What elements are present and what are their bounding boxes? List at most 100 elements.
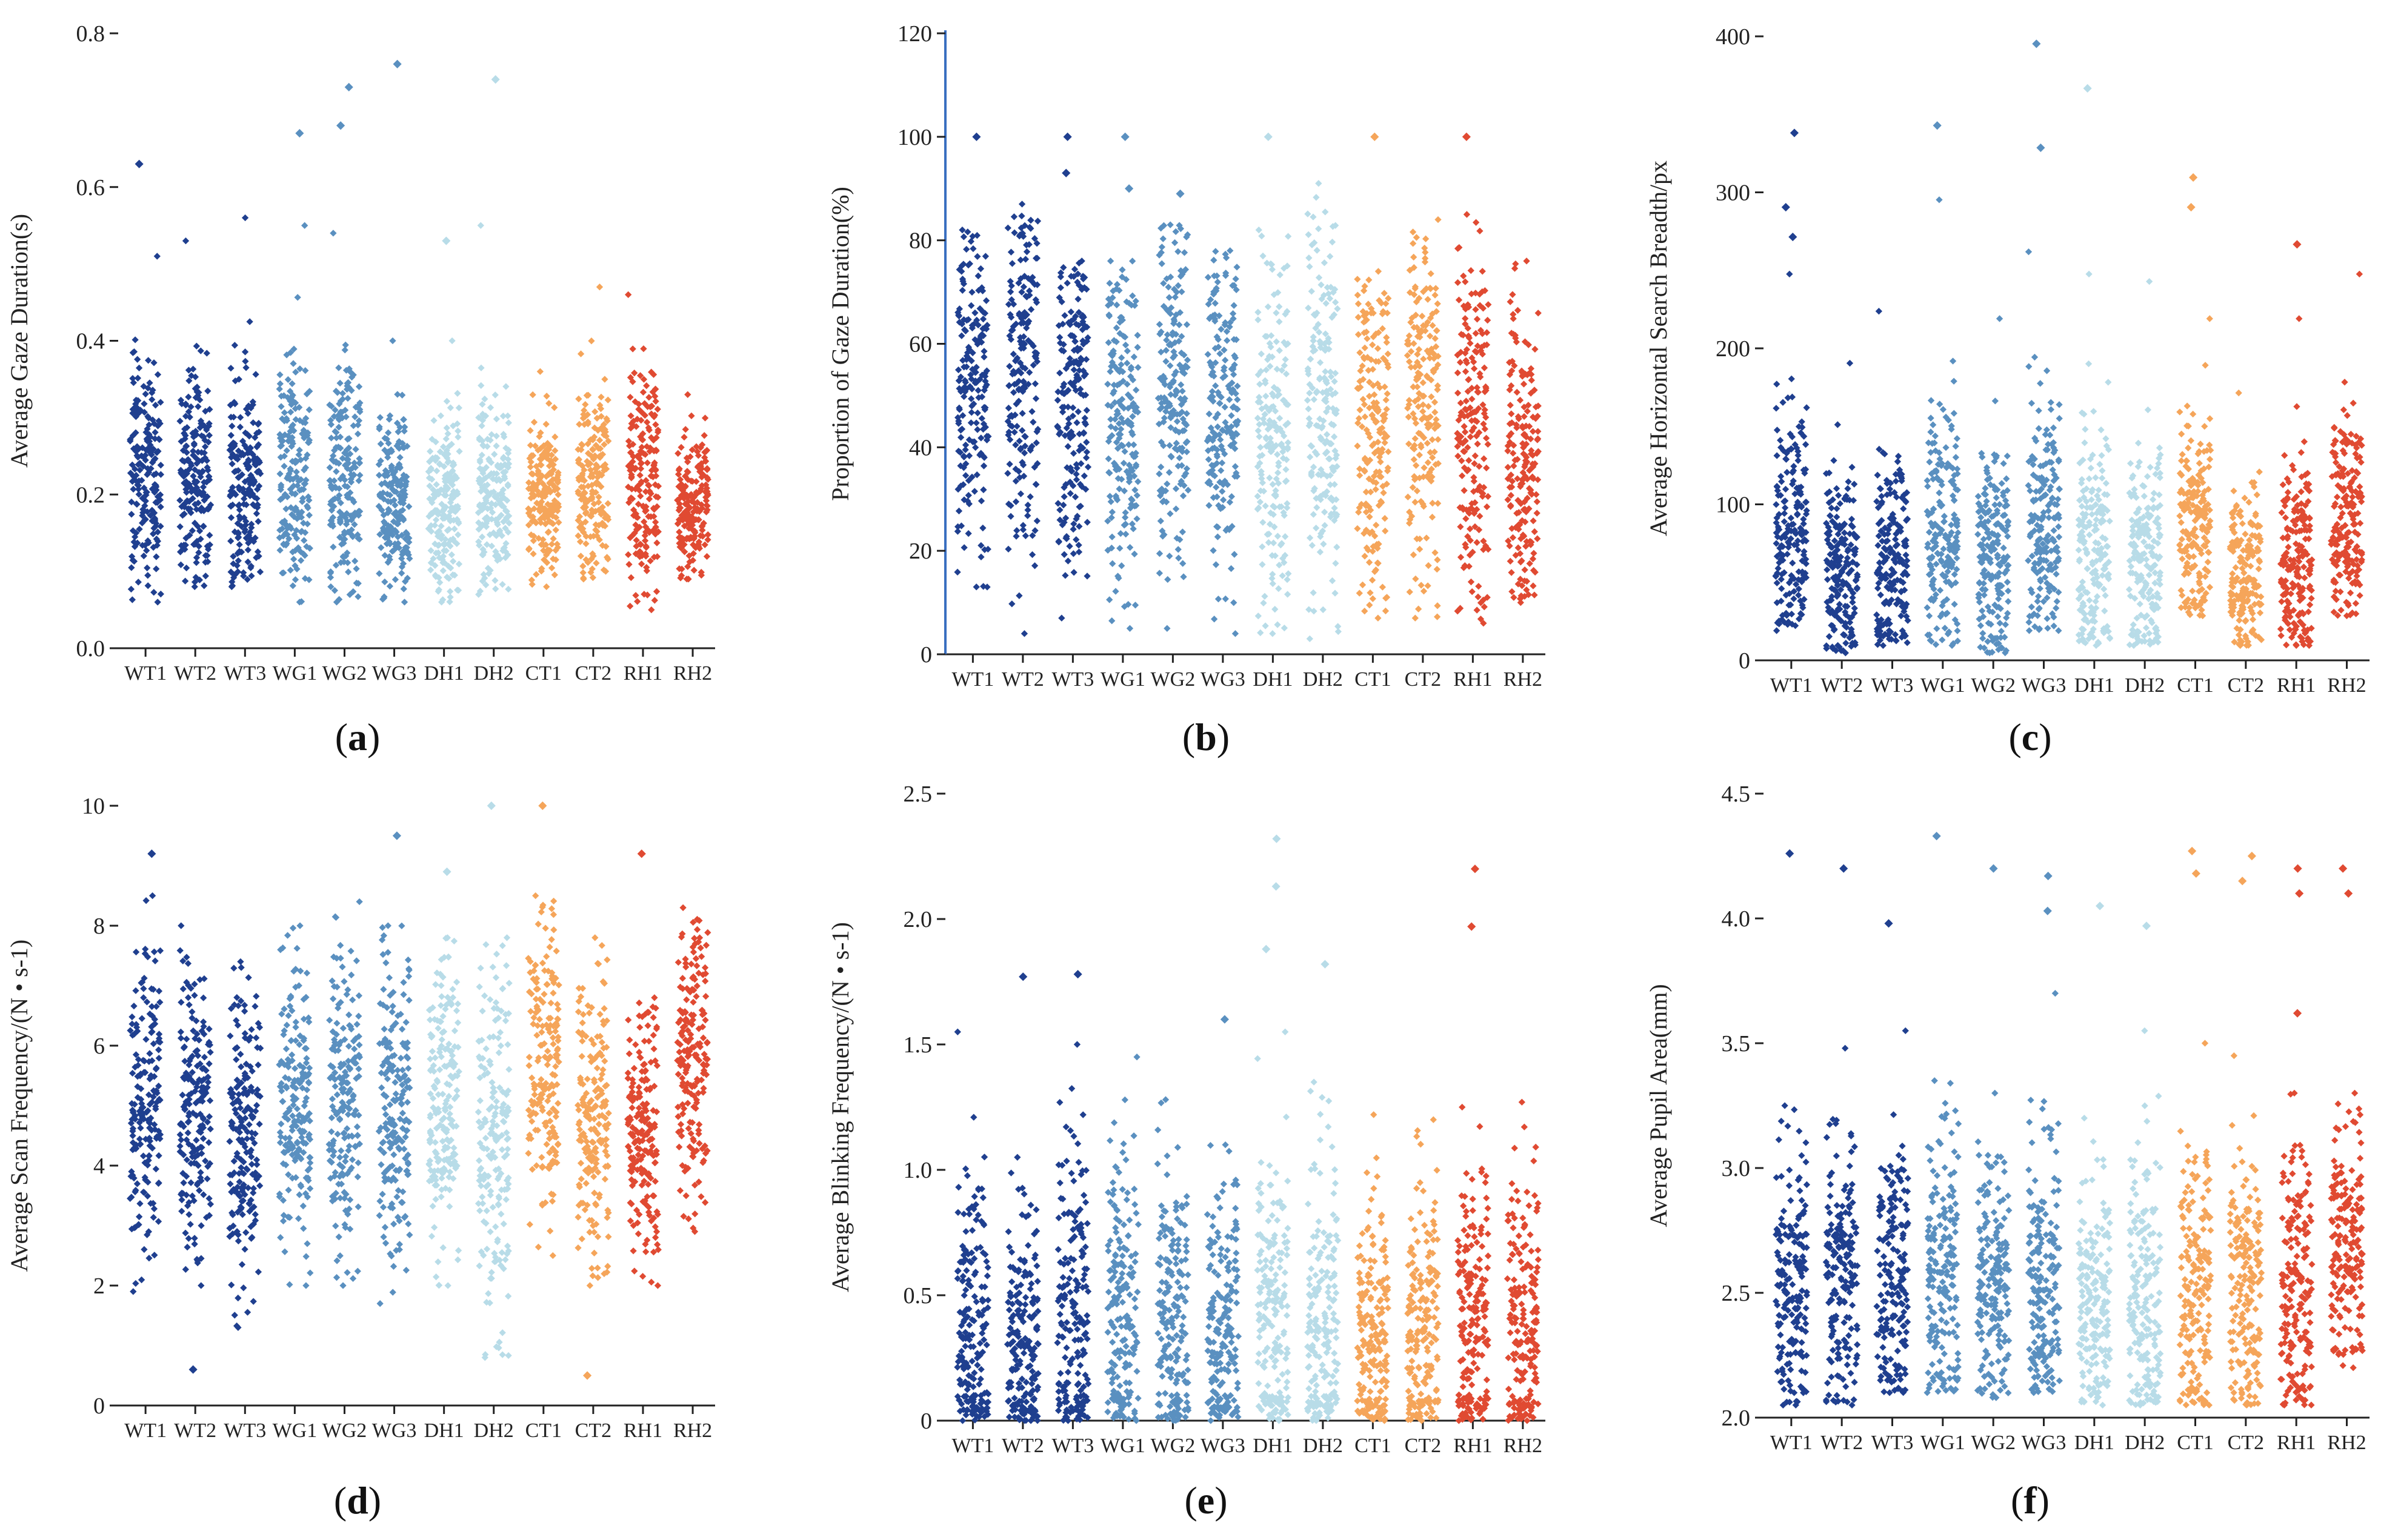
point-WT2: [1830, 457, 1837, 464]
point-DH2: [493, 477, 501, 484]
point-WT1: [971, 336, 979, 344]
point-WG1: [1130, 400, 1137, 407]
point-CT2: [1427, 270, 1434, 277]
point-RH1: [644, 591, 651, 599]
point-RH1: [643, 443, 651, 450]
point-WG3: [393, 479, 401, 486]
point-WG2: [1182, 470, 1190, 477]
point-DH1: [451, 472, 459, 480]
point-RH2: [683, 576, 690, 583]
point-WG2: [350, 471, 358, 479]
point-WT2: [1019, 522, 1027, 529]
point-WG3: [1223, 328, 1231, 335]
point-WT2: [204, 505, 211, 513]
point-WT1: [956, 449, 964, 456]
point-WT2: [195, 389, 202, 396]
point-WT3: [1056, 370, 1064, 377]
point-CT1: [1355, 415, 1363, 422]
point-RH2: [1507, 298, 1514, 305]
point-WT1: [1794, 457, 1802, 464]
point-RH1: [638, 560, 645, 568]
point-RH2: [684, 468, 691, 475]
point-DH2: [493, 442, 500, 450]
point-DH2: [478, 422, 485, 430]
point-WT2: [1020, 378, 1027, 386]
point-RH1: [1473, 606, 1480, 614]
point-WT2: [1011, 229, 1018, 236]
point-WT1: [974, 426, 981, 433]
point-WT2: [176, 417, 184, 425]
point-RH1: [636, 454, 643, 462]
point-WT2: [1025, 380, 1032, 388]
point-WG2: [349, 533, 356, 540]
point-WT1: [1799, 557, 1806, 565]
point-WG2: [1167, 410, 1174, 417]
point-WG3: [398, 569, 405, 577]
point-CT2: [1424, 296, 1431, 303]
point-WT1: [133, 500, 141, 508]
point-WT3: [1056, 506, 1064, 514]
point-DH2: [504, 528, 512, 536]
point-CT2: [1434, 500, 1442, 507]
point-CT2: [1432, 285, 1439, 292]
point-CT1: [547, 457, 555, 465]
point-WG3: [1224, 481, 1231, 488]
point-WG1: [1108, 508, 1116, 516]
point-WT2: [1026, 369, 1033, 376]
point-WG3: [1211, 345, 1219, 352]
y-tick-label: 120: [898, 21, 932, 47]
point-CT2: [601, 466, 608, 474]
point-RH2: [700, 471, 707, 479]
point-WG1: [301, 222, 308, 229]
point-WT1: [1773, 514, 1780, 522]
point-CT2: [1434, 382, 1442, 390]
point-WG3: [1216, 431, 1223, 439]
point-WT1: [985, 433, 992, 440]
point-RH2: [1508, 569, 1515, 576]
point-WG2: [1164, 625, 1171, 632]
point-RH1: [652, 421, 659, 428]
point-DH1: [436, 448, 444, 456]
point-CT1: [1379, 583, 1387, 591]
point-WT2: [182, 534, 190, 542]
point-CT2: [1413, 535, 1420, 543]
point-RH1: [1457, 523, 1464, 531]
point-WG3: [381, 518, 388, 525]
point-WG3: [1211, 317, 1219, 325]
point-WT3: [1054, 500, 1062, 507]
point-RH1: [643, 419, 651, 426]
point-WG1: [1125, 471, 1133, 479]
point-WG2: [1174, 248, 1182, 255]
point-RH1: [627, 574, 635, 582]
point-DH1: [441, 475, 448, 482]
point-DH2: [1310, 589, 1317, 597]
point-RH2: [690, 566, 698, 574]
point-DH1: [1257, 487, 1264, 494]
point-WT3: [227, 537, 235, 545]
point-RH1: [1454, 351, 1461, 359]
point-WT2: [178, 471, 185, 478]
point-DH1: [1269, 580, 1276, 588]
point-WG2: [336, 517, 344, 525]
point-WG2: [1160, 280, 1167, 287]
point-DH1: [1273, 338, 1280, 345]
point-WT1: [141, 484, 148, 492]
x-tick-label: WG3: [372, 662, 417, 685]
point-CT2: [584, 420, 591, 428]
point-RH1: [640, 345, 647, 353]
point-DH2: [1327, 373, 1335, 380]
point-WT3: [253, 554, 260, 562]
point-WT1: [959, 412, 967, 419]
point-DH1: [439, 556, 446, 563]
point-CT2: [1417, 497, 1425, 505]
point-DH2: [1334, 628, 1342, 636]
point-CT1: [1368, 528, 1376, 536]
point-WT1: [968, 409, 975, 416]
point-WT1: [1792, 580, 1800, 588]
point-RH1: [651, 385, 659, 393]
point-DH1: [439, 567, 447, 574]
point-RH1: [651, 519, 659, 526]
point-WG2: [346, 591, 353, 599]
point-WT1: [959, 226, 966, 234]
point-WG2: [342, 552, 350, 560]
